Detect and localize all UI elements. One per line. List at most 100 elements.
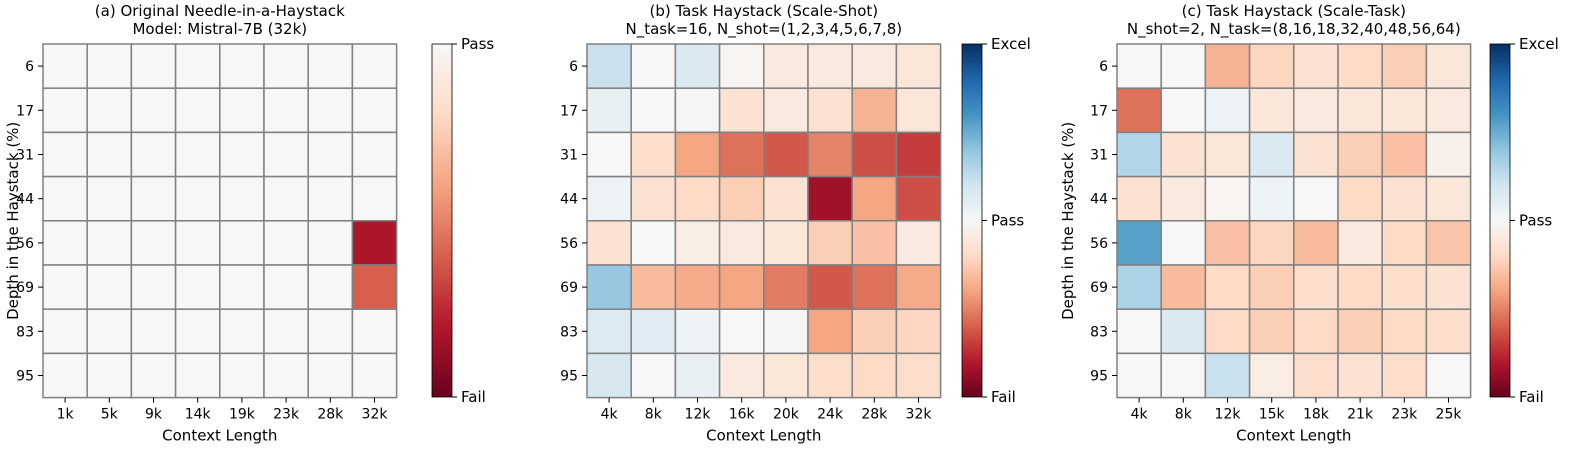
heatmap-cell — [630, 264, 677, 310]
x-tick-label: 15k — [1259, 407, 1286, 423]
heatmap-cell — [42, 87, 88, 134]
y-tick-label: 31 — [560, 148, 578, 164]
heatmap-cell — [763, 175, 809, 222]
heatmap-cell — [718, 43, 765, 89]
heatmap-cell — [630, 308, 677, 355]
heatmap-cell — [1160, 352, 1207, 399]
heatmap-cell — [130, 175, 177, 222]
heatmap-cell — [1293, 43, 1339, 89]
heatmap-cell — [307, 308, 354, 355]
heatmap-cell — [1160, 131, 1207, 178]
heatmap-cell — [1293, 264, 1339, 310]
heatmap-cell — [895, 87, 942, 134]
heatmap-cell — [307, 131, 354, 178]
heatmap-cell — [1425, 175, 1472, 222]
heatmap-cell — [1204, 43, 1251, 89]
heatmap-cell — [674, 43, 721, 89]
x-tick-label: 28k — [317, 407, 344, 423]
heatmap-cell — [86, 175, 133, 222]
heatmap-cell — [718, 308, 765, 355]
x-tick-label: 32k — [906, 407, 933, 423]
colorbar-label: Fail — [991, 388, 1016, 406]
heatmap-cell — [586, 175, 632, 222]
y-tick-label: 44 — [16, 192, 34, 208]
x-tick-label: 16k — [729, 407, 756, 423]
heatmap-cell — [219, 352, 265, 399]
heatmap-cell — [1248, 43, 1295, 89]
x-tick-label: 20k — [773, 407, 800, 423]
heatmap-cell — [1293, 87, 1339, 134]
heatmap-cell — [807, 264, 853, 310]
heatmap-panel-1: (a) Original Needle-in-a-HaystackModel: … — [4, 2, 494, 445]
heatmap-cell — [263, 352, 309, 399]
chart-title: (c) Task Haystack (Scale-Task) — [1182, 2, 1406, 20]
heatmap-cell — [174, 131, 221, 178]
heatmap-cell — [174, 264, 221, 310]
heatmap-cell — [263, 87, 309, 134]
x-tick-label: 4k — [1131, 407, 1149, 423]
heatmap-cell — [263, 43, 309, 89]
heatmap-cells — [42, 43, 398, 399]
heatmap-cell — [1248, 175, 1295, 222]
x-tick-label: 21k — [1347, 407, 1374, 423]
chart-subtitle: Model: Mistral-7B (32k) — [132, 20, 307, 38]
heatmap-cell — [1425, 220, 1472, 266]
heatmap-cell — [86, 131, 133, 178]
heatmap-cell — [1337, 131, 1383, 178]
heatmap-cell — [42, 264, 88, 310]
heatmap-cell — [174, 87, 221, 134]
heatmap-cell — [263, 264, 309, 310]
heatmap-cell — [1248, 87, 1295, 134]
heatmap-cell — [219, 175, 265, 222]
heatmap-cell — [1248, 131, 1295, 178]
heatmap-cell — [130, 87, 177, 134]
colorbar-gradient — [431, 43, 453, 398]
y-tick-label: 69 — [560, 280, 578, 296]
heatmap-cell — [718, 87, 765, 134]
heatmap-cell — [1116, 352, 1162, 399]
heatmap-cell — [351, 308, 398, 355]
heatmap-cell — [763, 220, 809, 266]
colorbar: Fail Pass Excel — [961, 35, 1031, 406]
colorbar-label: Fail — [461, 388, 486, 406]
heatmap-cell — [586, 308, 632, 355]
y-tick-label: 56 — [560, 236, 578, 252]
heatmap-cell — [674, 308, 721, 355]
heatmap-cell — [1293, 308, 1339, 355]
heatmap-cell — [42, 308, 88, 355]
heatmap-cell — [851, 308, 898, 355]
heatmap-cell — [1381, 264, 1428, 310]
heatmap-cell — [895, 264, 942, 310]
heatmap-cell — [1116, 220, 1162, 266]
x-tick-label: 5k — [101, 407, 119, 423]
heatmap-cell — [1160, 220, 1207, 266]
heatmap-cell — [1337, 87, 1383, 134]
heatmap-cell — [1160, 264, 1207, 310]
heatmap-cell — [1248, 352, 1295, 399]
heatmap-cell — [1337, 308, 1383, 355]
heatmap-cell — [219, 308, 265, 355]
heatmap-cell — [351, 175, 398, 222]
heatmap-cell — [1204, 220, 1251, 266]
y-tick-label: 6 — [1099, 59, 1108, 75]
heatmap-cell — [1204, 87, 1251, 134]
heatmap-cell — [851, 264, 898, 310]
heatmap-cell — [130, 220, 177, 266]
heatmap-cell — [1204, 131, 1251, 178]
heatmap-cell — [86, 87, 133, 134]
heatmap-cell — [1160, 87, 1207, 134]
heatmap-cell — [763, 264, 809, 310]
heatmap-cell — [263, 308, 309, 355]
heatmap-cell — [1160, 308, 1207, 355]
heatmap-cell — [630, 87, 677, 134]
heatmap-cell — [1337, 43, 1383, 89]
heatmap-cell — [1381, 131, 1428, 178]
heatmap-cell — [1425, 308, 1472, 355]
heatmap-cell — [674, 87, 721, 134]
heatmap-cell — [1116, 43, 1162, 89]
chart-title: (a) Original Needle-in-a-Haystack — [95, 2, 345, 20]
heatmap-cell — [630, 175, 677, 222]
heatmap-cell — [1381, 308, 1428, 355]
heatmap-cell — [763, 43, 809, 89]
heatmap-cell — [130, 352, 177, 399]
